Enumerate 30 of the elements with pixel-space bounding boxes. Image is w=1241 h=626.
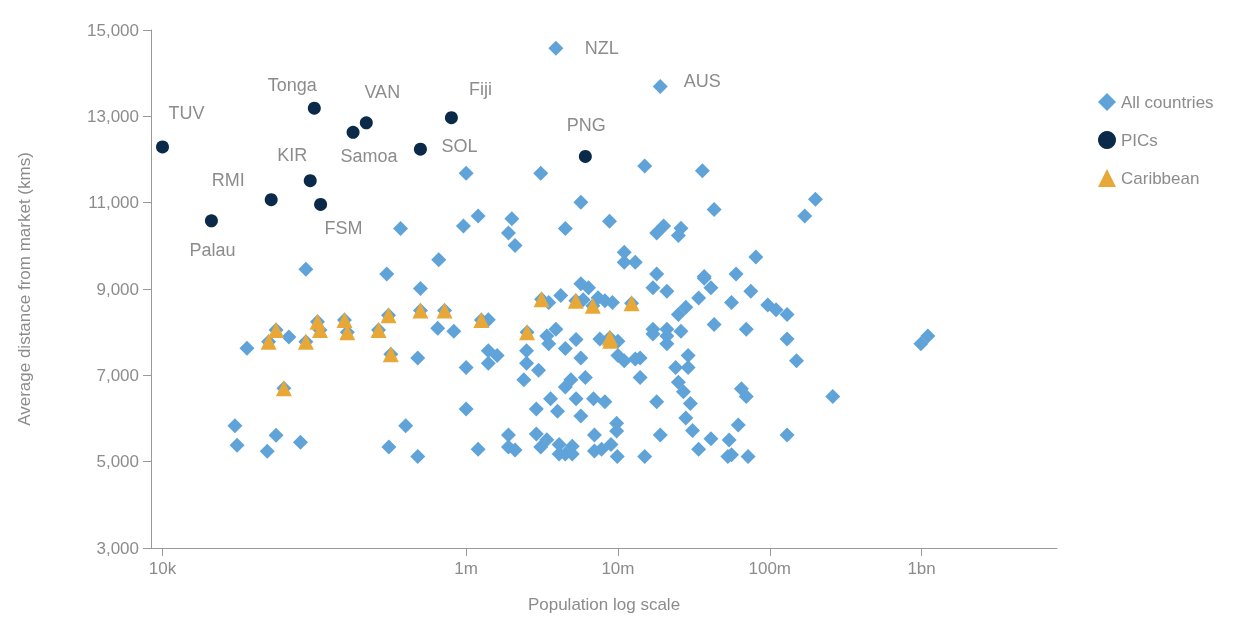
annotation: Fiji <box>468 78 492 99</box>
annotation: Tonga <box>267 75 318 96</box>
annotation: NZL <box>584 38 619 59</box>
annotation: Palau <box>189 239 236 260</box>
annotation: AUS <box>683 70 721 91</box>
y-tick-label: 11,000 <box>88 193 139 213</box>
y-tick-label: 13,000 <box>87 106 139 126</box>
annotation: TUV <box>168 102 205 123</box>
x-tick-label: 1bn <box>907 559 936 578</box>
x-tick-label: 100m <box>748 559 792 578</box>
x-tick-label: 10m <box>601 559 635 578</box>
annotation: PNG <box>566 115 606 136</box>
y-tick-label: 15,000 <box>87 20 139 40</box>
legend-label: PICs <box>1121 130 1158 150</box>
annotation: SOL <box>441 136 478 157</box>
y-tick-label: 5,000 <box>96 452 139 472</box>
y-axis-title: Average distance from market (kms) <box>15 152 34 426</box>
x-tick-label: 10k <box>148 559 177 578</box>
y-tick-label: 7,000 <box>96 365 139 385</box>
annotation: KIR <box>277 144 308 165</box>
y-tick-label: 3,000 <box>96 538 139 558</box>
x-tick-label: 1m <box>454 559 478 578</box>
legend-label: Caribbean <box>1121 168 1200 188</box>
annotation: Samoa <box>340 146 399 167</box>
annotation: VAN <box>364 81 401 102</box>
annotation: RMI <box>211 169 245 190</box>
y-tick-label: 9,000 <box>96 279 139 299</box>
annotation: FSM <box>324 218 363 239</box>
x-axis-title: Population log scale <box>527 595 681 614</box>
legend-label: All countries <box>1121 92 1214 112</box>
